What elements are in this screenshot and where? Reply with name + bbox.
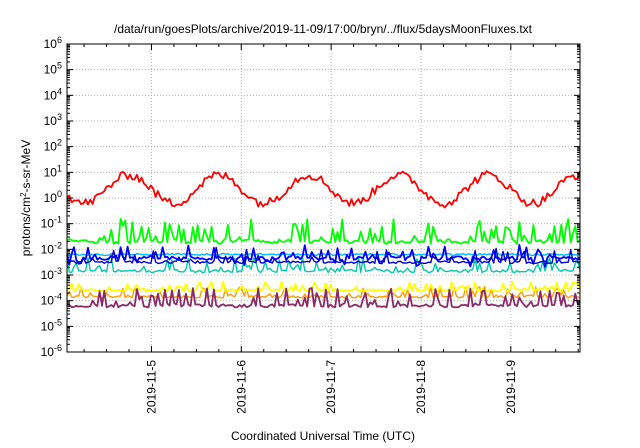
y-tick-label: 10-5 [41, 317, 62, 333]
y-tick-label-base: 10 [41, 268, 55, 282]
y-axis-label-suffix: -s-sr-MeV [19, 140, 33, 193]
y-tick-label-base: 10 [41, 217, 55, 231]
series-line [66, 287, 581, 309]
chart-title: /data/run/goesPlots/archive/2019-11-09/1… [114, 22, 533, 36]
y-axis-label-prefix: protons/cm [19, 197, 33, 256]
y-tick-label-exp: 5 [57, 61, 62, 71]
x-tick-label: 2019-11-7 [324, 360, 338, 414]
y-tick-label: 10-3 [41, 266, 62, 282]
y-tick-label-exp: -6 [54, 343, 62, 353]
axis-ticks: 10-610-510-410-310-210-11001011021031041… [41, 35, 580, 414]
y-tick-label: 100 [44, 189, 62, 205]
series-line [66, 217, 581, 245]
y-axis-label: protons/cm2-s-sr-MeV [19, 140, 34, 256]
y-tick-label-exp: -1 [54, 215, 62, 225]
y-tick-label-exp: 2 [57, 138, 62, 148]
x-tick-label: 2019-11-5 [144, 360, 158, 414]
y-tick-label-base: 10 [44, 88, 58, 102]
y-tick-label: 105 [44, 61, 62, 77]
x-tick-label: 2019-11-9 [504, 360, 518, 414]
y-tick-label-base: 10 [44, 63, 58, 77]
y-tick-label-base: 10 [44, 140, 58, 154]
y-tick-label-exp: 0 [57, 189, 62, 199]
series-line [66, 256, 581, 274]
y-tick-label-exp: -5 [54, 317, 62, 327]
y-tick-label-base: 10 [44, 191, 58, 205]
series-line [66, 246, 581, 265]
y-tick-label-base: 10 [44, 37, 58, 51]
y-tick-label-exp: -4 [54, 292, 62, 302]
series-line [66, 170, 581, 209]
y-tick-label-exp: -2 [54, 240, 62, 250]
y-axis-label-sup: 2 [19, 192, 28, 197]
y-tick-label-base: 10 [44, 165, 58, 179]
y-tick-label: 10-1 [41, 215, 62, 231]
y-tick-label-base: 10 [41, 294, 55, 308]
y-tick-label-base: 10 [44, 114, 58, 128]
y-tick-label-exp: -3 [54, 266, 62, 276]
y-tick-label-exp: 4 [57, 86, 62, 96]
y-tick-label: 101 [44, 163, 62, 179]
y-tick-label-exp: 1 [57, 163, 62, 173]
series-lines [66, 170, 581, 309]
y-tick-label-base: 10 [41, 242, 55, 256]
x-tick-label: 2019-11-6 [234, 360, 248, 414]
y-tick-label: 102 [44, 138, 62, 154]
y-tick-label-exp: 3 [57, 112, 62, 122]
y-tick-label-exp: 6 [57, 35, 62, 45]
grid-lines [67, 44, 580, 352]
x-axis-label: Coordinated Universal Time (UTC) [231, 429, 415, 443]
y-tick-label-base: 10 [41, 345, 55, 359]
x-tick-label: 2019-11-8 [414, 360, 428, 414]
y-tick-label: 106 [44, 35, 62, 51]
series-line [66, 280, 581, 293]
y-tick-label-base: 10 [41, 319, 55, 333]
y-tick-label: 10-4 [41, 292, 62, 308]
y-tick-label: 103 [44, 112, 62, 128]
y-tick-label: 10-6 [41, 343, 62, 359]
y-tick-label: 104 [44, 86, 62, 102]
y-tick-label: 10-2 [41, 240, 62, 256]
